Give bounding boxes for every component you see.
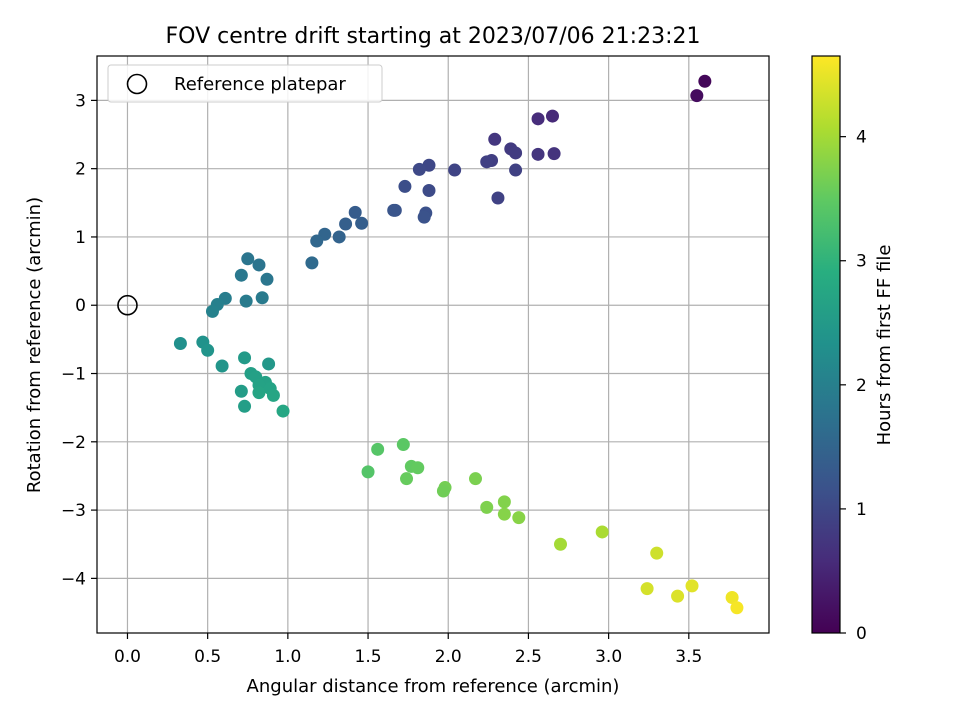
- chart-title: FOV centre drift starting at 2023/07/06 …: [166, 24, 701, 49]
- data-point: [509, 163, 523, 177]
- data-point: [201, 343, 215, 357]
- data-point: [339, 217, 353, 231]
- data-point: [411, 461, 425, 475]
- data-point: [725, 590, 739, 604]
- data-point: [595, 525, 609, 539]
- data-point: [690, 89, 704, 103]
- data-point: [698, 74, 712, 88]
- data-point: [480, 500, 494, 514]
- data-point: [241, 252, 255, 266]
- data-point: [371, 442, 385, 456]
- data-point: [234, 384, 248, 398]
- x-tick-label: 0.5: [194, 647, 221, 667]
- colorbar-gradient: [811, 55, 841, 634]
- y-tick-label: −3: [61, 501, 86, 521]
- colorbar-tick-label: 0: [856, 624, 867, 644]
- y-tick-label: −4: [61, 569, 86, 589]
- data-point: [252, 258, 266, 272]
- data-point: [215, 359, 229, 373]
- data-point: [531, 112, 545, 126]
- data-point: [238, 399, 252, 413]
- colorbar: 0 1 2 3 4 Hours from first FF file: [811, 55, 895, 644]
- colorbar-tick-label: 4: [856, 128, 867, 148]
- y-axis-ticks: −4 −3 −2 −1 0 1 2 3: [61, 91, 97, 589]
- data-point: [512, 511, 526, 525]
- data-point: [488, 132, 502, 146]
- data-point: [234, 268, 248, 282]
- legend-label-reference: Reference platepar: [174, 74, 346, 95]
- data-point: [396, 438, 410, 452]
- data-point: [238, 351, 252, 365]
- data-point: [545, 109, 559, 123]
- data-point: [412, 162, 426, 176]
- data-point: [332, 230, 346, 244]
- data-point: [509, 146, 523, 160]
- x-axis-ticks: 0.0 0.5 1.0 1.5 2.0 2.5 3.0 3.5: [114, 633, 702, 667]
- y-tick-label: 0: [75, 296, 86, 316]
- data-point: [276, 404, 290, 418]
- x-tick-label: 1.5: [355, 647, 382, 667]
- data-point: [355, 216, 369, 230]
- legend-box: [107, 64, 383, 103]
- data-point: [640, 582, 654, 596]
- data-point: [417, 210, 431, 224]
- data-point: [685, 579, 699, 593]
- colorbar-tick-label: 3: [856, 252, 867, 272]
- grid-lines: [97, 56, 769, 633]
- x-tick-label: 2.5: [515, 647, 542, 667]
- colorbar-tick-label: 1: [856, 500, 867, 520]
- data-point: [348, 205, 362, 219]
- scatter-points: [117, 74, 744, 615]
- data-point: [650, 546, 664, 560]
- data-point: [547, 147, 561, 161]
- y-axis-label: Rotation from reference (arcmin): [24, 197, 45, 493]
- plot-frame: [96, 55, 770, 634]
- data-point: [491, 191, 505, 205]
- data-point: [266, 388, 280, 402]
- x-axis-label: Angular distance from reference (arcmin): [247, 676, 620, 697]
- data-point: [448, 163, 462, 177]
- data-point: [422, 184, 436, 198]
- data-point: [252, 386, 266, 400]
- data-point: [173, 336, 187, 350]
- data-point: [497, 507, 511, 521]
- data-point: [531, 147, 545, 161]
- y-tick-label: −2: [61, 433, 86, 453]
- reference-platepar-marker: [117, 294, 138, 316]
- data-point: [398, 179, 412, 193]
- data-point: [400, 472, 414, 486]
- y-tick-label: 2: [75, 160, 86, 180]
- data-point: [255, 291, 269, 305]
- x-tick-label: 2.0: [435, 647, 462, 667]
- x-tick-label: 1.0: [274, 647, 301, 667]
- data-point: [205, 304, 219, 318]
- y-tick-label: 3: [75, 91, 86, 111]
- data-point: [469, 472, 483, 486]
- data-point: [310, 234, 324, 248]
- colorbar-tick-label: 2: [856, 376, 867, 396]
- data-point: [480, 155, 494, 169]
- data-point: [361, 465, 375, 479]
- data-point: [671, 589, 685, 603]
- data-point: [260, 272, 274, 286]
- y-tick-label: −1: [61, 365, 86, 385]
- colorbar-ticks: 0 1 2 3 4: [840, 128, 867, 644]
- data-point: [436, 484, 450, 498]
- data-point: [554, 537, 568, 551]
- data-point: [730, 601, 744, 615]
- x-tick-label: 3.5: [675, 647, 702, 667]
- data-point: [239, 294, 253, 308]
- data-point: [305, 256, 319, 270]
- y-tick-label: 1: [75, 228, 86, 248]
- data-point: [497, 495, 511, 509]
- x-tick-label: 3.0: [595, 647, 622, 667]
- legend-marker-reference: [126, 73, 148, 95]
- data-point: [387, 203, 401, 217]
- colorbar-label: Hours from first FF file: [874, 245, 895, 446]
- data-point: [262, 357, 276, 371]
- legend: Reference platepar: [107, 64, 383, 103]
- x-tick-label: 0.0: [114, 647, 141, 667]
